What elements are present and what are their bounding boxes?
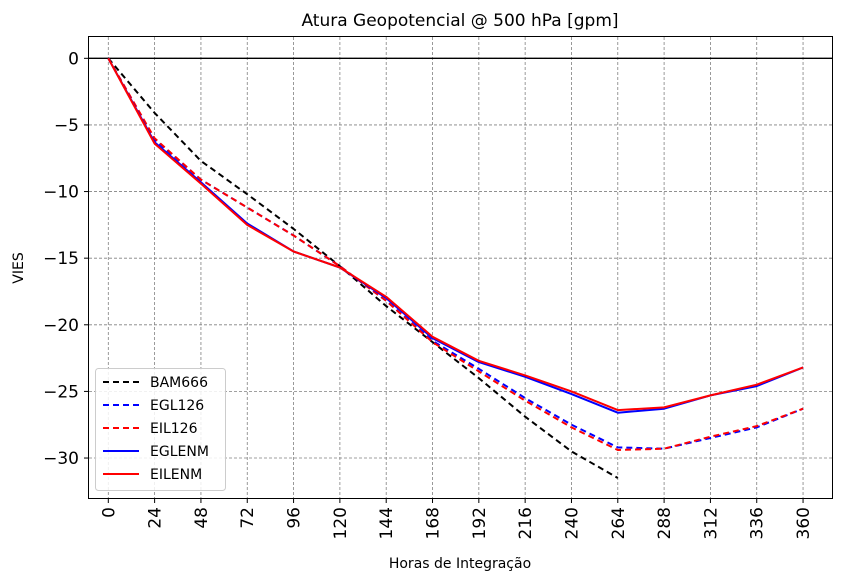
y-tick-label: −20 [43, 316, 79, 336]
legend-label: EGLENM [150, 444, 209, 460]
x-tick-label: 336 [748, 507, 768, 539]
x-tick-label: 360 [794, 507, 814, 539]
x-tick-label: 312 [701, 507, 721, 539]
y-axis-label: VIES [11, 252, 27, 284]
y-tick-label: −5 [54, 116, 79, 136]
chart-title: Atura Geopotencial @ 500 hPa [gpm] [301, 11, 618, 31]
x-tick-label: 72 [238, 507, 258, 529]
x-tick-label: 168 [424, 507, 444, 539]
legend-label: EIL126 [150, 421, 198, 437]
x-tick-label: 24 [146, 507, 166, 529]
series-line-bam666 [107, 57, 619, 479]
x-tick-label: 120 [331, 507, 351, 539]
series-lines [107, 57, 804, 479]
x-tick-label: 96 [285, 507, 305, 529]
y-tick-label: −30 [43, 449, 79, 469]
x-tick-label: 192 [470, 507, 490, 539]
y-tick-label: −10 [43, 183, 79, 203]
y-axis-ticks: 0 −5 −10 −15 −20 −25 −30 [43, 49, 89, 469]
grid [89, 37, 832, 498]
x-tick-label: 144 [377, 507, 397, 539]
x-tick-label: 264 [609, 507, 629, 539]
x-axis-ticks: 0 24 48 72 96 120 144 168 192 216 240 264 288 312 336 3… [99, 498, 814, 539]
x-tick-label: 0 [99, 507, 119, 518]
series-line-eilenm [107, 57, 804, 412]
legend-label: BAM666 [150, 375, 208, 391]
y-tick-label: 0 [68, 49, 79, 69]
x-tick-label: 48 [192, 507, 212, 529]
y-tick-label: −15 [43, 249, 79, 269]
x-tick-label: 216 [516, 507, 536, 539]
x-tick-label: 288 [655, 507, 675, 539]
plot-frame [88, 36, 833, 499]
legend-box [95, 368, 226, 491]
x-tick-label: 240 [562, 507, 582, 539]
legend: BAM666 EGL126 EIL126 EGLENM EILENM [95, 368, 226, 491]
x-axis-label: Horas de Integração [389, 556, 531, 572]
series-line-eil126 [107, 57, 804, 451]
legend-label: EILENM [150, 467, 202, 483]
legend-label: EGL126 [150, 398, 204, 414]
y-tick-label: −25 [43, 382, 79, 402]
